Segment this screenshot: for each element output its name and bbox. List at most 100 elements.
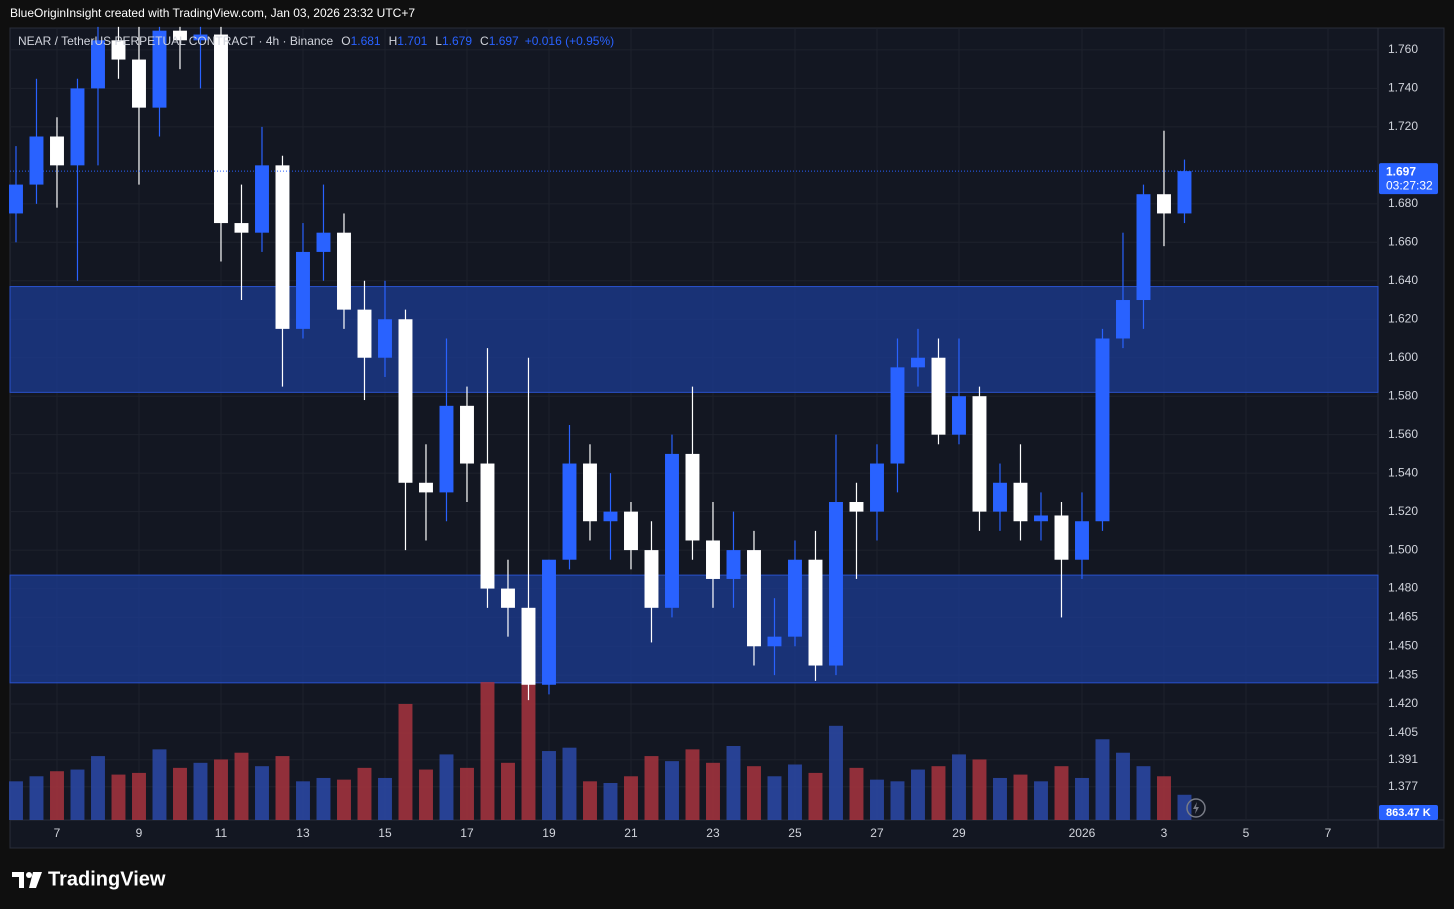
- volume-bar: [50, 771, 64, 820]
- y-tick-label: 1.420: [1388, 696, 1418, 710]
- y-tick-label: 1.520: [1388, 504, 1418, 518]
- volume-bar: [501, 762, 515, 820]
- volume-bar: [9, 781, 23, 820]
- chart-panel: [9, 27, 1445, 849]
- ohlc-value: 1.697: [489, 34, 519, 48]
- x-tick-label: 17: [460, 826, 474, 840]
- volume-bar: [255, 766, 269, 820]
- y-tick-label: 1.560: [1388, 427, 1418, 441]
- brand-logo: [12, 872, 42, 888]
- candle-body: [398, 319, 413, 483]
- volume-bar: [644, 756, 659, 820]
- ohlc-value: 1.679: [442, 34, 472, 48]
- volume-bar: [972, 759, 987, 820]
- volume-bar: [398, 703, 413, 820]
- volume-bar: [1157, 776, 1171, 820]
- y-tick-label: 1.450: [1388, 638, 1418, 652]
- volume-bar: [1136, 766, 1151, 820]
- candle-body: [501, 588, 515, 608]
- y-tick-label: 1.435: [1388, 667, 1418, 681]
- candle-body: [644, 550, 659, 608]
- candle-body: [788, 559, 802, 637]
- candle-body: [296, 251, 310, 329]
- candle-body: [1136, 194, 1151, 301]
- volume-bar: [132, 772, 146, 820]
- x-tick-label: 3: [1161, 826, 1168, 840]
- x-tick-label: 13: [296, 826, 310, 840]
- ohlc-key: L: [435, 34, 442, 48]
- volume-bar: [870, 779, 884, 820]
- volume-badge-label: 863.47 K: [1386, 807, 1431, 819]
- volume-bar: [911, 769, 925, 820]
- y-tick-label: 1.620: [1388, 311, 1418, 325]
- plot: [9, 26, 1379, 820]
- candle-body: [542, 559, 556, 685]
- ohlc-key: C: [480, 34, 489, 48]
- x-tick-label: 19: [542, 826, 556, 840]
- y-tick-label: 1.480: [1388, 581, 1418, 595]
- change: +0.016 (+0.95%): [525, 34, 614, 48]
- candle-body: [378, 319, 392, 358]
- y-tick-label: 1.740: [1388, 81, 1418, 95]
- volume-bar: [173, 767, 187, 820]
- y-tick-label: 1.405: [1388, 725, 1418, 739]
- ohlc-value: 1.681: [351, 34, 381, 48]
- volume-bar: [214, 759, 228, 820]
- volume-bar: [419, 769, 433, 820]
- candle-body: [111, 40, 126, 60]
- y-tick-label: 1.660: [1388, 234, 1418, 248]
- candle-body: [1157, 194, 1171, 214]
- volume-bar: [849, 767, 864, 820]
- candle-body: [1177, 171, 1192, 214]
- candle-body: [214, 34, 228, 224]
- candle-body: [808, 559, 823, 666]
- x-tick-label: 25: [788, 826, 802, 840]
- countdown: 03:27:32: [1386, 178, 1433, 192]
- volume-bar: [1054, 766, 1069, 820]
- candle-body: [562, 463, 577, 560]
- lightning-button[interactable]: [1186, 798, 1206, 818]
- y-tick-label: 1.540: [1388, 465, 1418, 479]
- volume-bar: [583, 781, 597, 820]
- volume-bar: [439, 754, 454, 820]
- lightning-icon: [1193, 802, 1199, 814]
- candle-body: [603, 511, 618, 522]
- volume-badge: [1379, 805, 1438, 820]
- x-tick-label: 7: [1325, 826, 1332, 840]
- y-tick-label: 1.680: [1388, 196, 1418, 210]
- volume-bar: [829, 725, 843, 820]
- candle-body: [439, 405, 454, 493]
- x-tick-label: 11: [215, 826, 228, 840]
- candle-body: [1116, 300, 1130, 339]
- volume-bar: [952, 754, 966, 820]
- volume-bar: [70, 769, 85, 820]
- candle-body: [316, 232, 331, 252]
- candle-body: [685, 453, 700, 541]
- candle-body: [870, 463, 884, 512]
- x-tick-label: 7: [54, 826, 61, 840]
- y-tick-label: 1.377: [1388, 779, 1418, 793]
- volume-bar: [706, 762, 720, 820]
- y-tick-label: 1.580: [1388, 388, 1418, 402]
- candle-body: [1013, 482, 1028, 522]
- candle-body: [911, 357, 925, 368]
- volume-bar: [378, 777, 392, 820]
- candle-body: [337, 232, 351, 310]
- x-tick-label: 21: [624, 826, 638, 840]
- x-tick-label: 9: [136, 826, 143, 840]
- candle-body: [419, 482, 433, 493]
- candle-body: [234, 223, 249, 233]
- y-tick-label: 1.720: [1388, 119, 1418, 133]
- x-tick-label: 23: [706, 826, 720, 840]
- candle-body: [1075, 521, 1089, 560]
- volume-bar: [993, 777, 1007, 820]
- x-tick-label: 27: [870, 826, 884, 840]
- candle-body: [1054, 515, 1069, 560]
- candle-body: [706, 540, 720, 579]
- candle-body: [357, 309, 372, 358]
- volume-bar: [767, 776, 782, 820]
- candle-body: [1095, 338, 1110, 522]
- volume-bar: [1177, 794, 1192, 820]
- x-tick-label: 5: [1243, 826, 1250, 840]
